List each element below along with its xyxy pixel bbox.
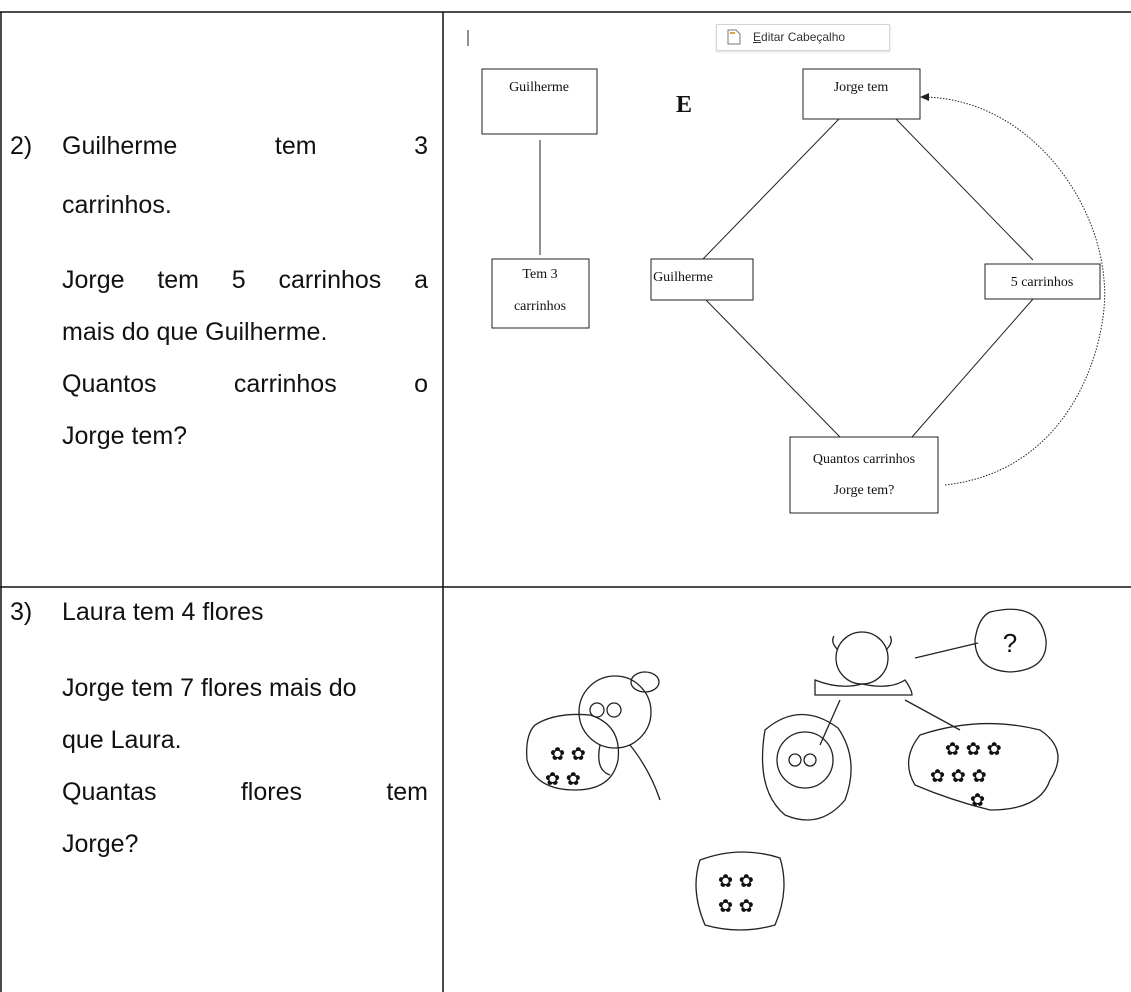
svg-text:✿ ✿: ✿ ✿ — [718, 871, 754, 892]
bubble-text: ? — [1003, 628, 1017, 658]
svg-text:✿ ✿: ✿ ✿ — [550, 744, 586, 765]
text-line: Jorge tem 5 carrinhos a — [62, 266, 428, 294]
text-line: Laura tem 4 flores — [62, 598, 264, 626]
text-line: Jorge? — [62, 830, 139, 858]
node-label: Guilherme — [509, 80, 569, 95]
text-line: carrinhos. — [62, 191, 172, 219]
diagram-connectors — [539, 96, 1106, 486]
text-line: que Laura. — [62, 726, 182, 754]
item-number: 3) — [10, 598, 33, 626]
node-label: carrinhos — [514, 299, 566, 314]
table-borders — [0, 11, 1131, 992]
connector-label: E — [676, 92, 692, 118]
text-line: mais do que Guilherme. — [62, 318, 328, 346]
flower-icons: ✿ ✿ ✿ ✿ ✿ ✿ ✿ ✿ ✿ ✿ ✿ ✿ ✿ ✿ ✿ — [545, 739, 1002, 917]
svg-text:✿ ✿: ✿ ✿ — [545, 769, 581, 790]
text-line: Guilherme tem 3 — [62, 132, 428, 160]
header-tooltip[interactable]: Editar Cabeçalho — [716, 24, 890, 51]
svg-text:✿ ✿: ✿ ✿ — [718, 896, 754, 917]
svg-text:✿ ✿ ✿: ✿ ✿ ✿ — [930, 766, 987, 787]
svg-text:✿ ✿ ✿: ✿ ✿ ✿ — [945, 739, 1002, 760]
node-label: 5 carrinhos — [1011, 275, 1074, 290]
item-number: 2) — [10, 132, 33, 160]
sketch — [526, 608, 1059, 931]
node-label: Tem 3 — [522, 267, 557, 282]
arrow-head — [920, 93, 929, 101]
node-label: Jorge tem — [834, 80, 889, 95]
text-line: Jorge tem 7 flores mais do — [62, 674, 357, 702]
text-line: Quantas flores tem — [62, 778, 428, 806]
diagram-boxes — [481, 68, 1101, 514]
text-line: Quantos carrinhos o — [62, 370, 428, 398]
node-label: Jorge tem? — [834, 483, 895, 498]
text-line: Jorge tem? — [62, 422, 188, 450]
header-icon — [727, 29, 741, 45]
svg-text:✿: ✿ — [970, 790, 985, 811]
node-label: Guilherme — [653, 270, 713, 285]
node-label: Quantos carrinhos — [813, 452, 915, 467]
tooltip-text[interactable]: Editar Cabeçalho — [753, 30, 846, 44]
